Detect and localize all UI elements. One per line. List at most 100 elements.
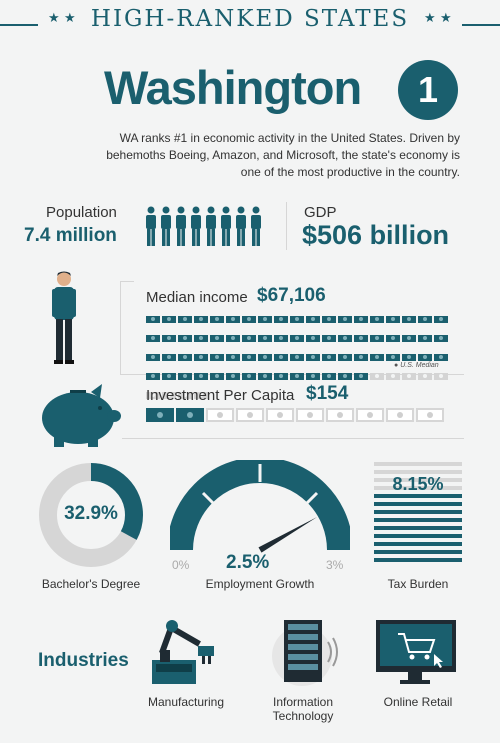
vertical-divider	[286, 202, 287, 250]
robot-arm-icon	[152, 620, 214, 684]
investment-value: $154	[306, 383, 349, 404]
bill-icon	[274, 316, 288, 323]
tax-bar-line	[374, 478, 462, 482]
tax-bar-line	[374, 486, 462, 490]
bill-icon	[194, 392, 208, 399]
us-median-marker-icon: ●	[394, 362, 399, 369]
person-icon	[161, 206, 171, 246]
bill-icon	[354, 354, 368, 361]
bill-icon	[210, 373, 224, 380]
bill-icon	[418, 373, 432, 380]
person-icon	[146, 206, 156, 246]
bill-icon	[322, 335, 336, 342]
bill-icon	[354, 373, 368, 380]
bill-icon	[434, 373, 448, 380]
state-name: Washington	[104, 61, 362, 114]
median-income-bill-grid	[146, 316, 464, 411]
star-icon: ★	[48, 11, 60, 26]
bill-icon	[210, 335, 224, 342]
bill-icon	[386, 354, 400, 361]
bill-icon	[290, 335, 304, 342]
bill-icon	[370, 354, 384, 361]
bill-icon	[178, 373, 192, 380]
banner-title: HIGH-RANKED STATES	[90, 6, 410, 32]
investment-label: Investment Per Capita	[146, 387, 295, 404]
banner-rule-right	[462, 24, 500, 26]
bill-icon	[236, 408, 264, 422]
person-icon	[221, 206, 231, 246]
bill-icon	[322, 354, 336, 361]
person-icon	[236, 206, 246, 246]
bill-icon	[434, 335, 448, 342]
gauge-max-label: 3%	[326, 558, 344, 572]
person-icon	[176, 206, 186, 246]
bill-icon	[338, 373, 352, 380]
bill-icon	[354, 316, 368, 323]
bill-icon	[306, 373, 320, 380]
tax-bar-line	[374, 462, 462, 466]
bill-icon	[258, 335, 272, 342]
person-icon	[191, 206, 201, 246]
bill-icon	[322, 373, 336, 380]
bill-icon	[226, 335, 240, 342]
bill-icon	[210, 354, 224, 361]
bill-icon	[418, 316, 432, 323]
star-icon: ★	[440, 11, 452, 26]
bill-icon	[194, 354, 208, 361]
bill-icon	[178, 354, 192, 361]
bill-icon	[146, 408, 174, 422]
bill-icon	[210, 316, 224, 323]
bachelors-donut-chart	[39, 463, 143, 567]
bill-icon	[338, 335, 352, 342]
investment-bill-row	[146, 407, 446, 426]
bill-icon	[386, 335, 400, 342]
industry-label-line: Technology	[272, 709, 334, 723]
bill-icon	[356, 408, 384, 422]
bill-icon	[242, 354, 256, 361]
tax-bar-line	[374, 542, 462, 546]
person-figure-icon	[52, 271, 76, 364]
industries-heading: Industries	[38, 650, 129, 671]
bill-icon	[242, 373, 256, 380]
bill-icon	[418, 354, 432, 361]
median-income-label: Median income	[146, 289, 248, 306]
computer-cart-icon	[376, 620, 456, 684]
median-income-value: $67,106	[257, 285, 326, 306]
bill-icon	[178, 392, 192, 399]
bill-icon	[296, 408, 324, 422]
bill-icon	[354, 335, 368, 342]
bracket-top	[120, 281, 134, 282]
bill-icon	[146, 373, 160, 380]
star-icon: ★	[424, 11, 436, 26]
tax-value: 8.15%	[392, 474, 444, 494]
bill-icon	[274, 373, 288, 380]
bill-icon	[338, 354, 352, 361]
bill-icon	[194, 335, 208, 342]
person-icon	[251, 206, 261, 246]
tax-bar-line	[374, 518, 462, 522]
rank-badge: 1	[398, 60, 458, 120]
bill-icon	[258, 354, 272, 361]
bracket-vertical	[120, 281, 121, 375]
person-icon	[206, 206, 216, 246]
industry-label-online-retail: Online Retail	[383, 695, 453, 709]
bill-icon	[386, 316, 400, 323]
bill-icon	[162, 354, 176, 361]
tax-bar-line	[374, 470, 462, 474]
bill-icon	[290, 354, 304, 361]
bill-icon	[306, 354, 320, 361]
bachelors-label: Bachelor's Degree	[41, 577, 141, 591]
bill-icon	[194, 316, 208, 323]
state-description: WA ranks #1 in economic activity in the …	[106, 131, 460, 179]
bachelors-value: 32.9%	[64, 503, 118, 524]
bill-icon	[226, 316, 240, 323]
bill-icon	[326, 408, 354, 422]
bill-icon	[146, 354, 160, 361]
bill-icon	[290, 373, 304, 380]
bill-icon	[242, 316, 256, 323]
gdp-value: $506 billion	[302, 220, 450, 250]
banner-rule-left	[0, 24, 38, 26]
bill-icon	[178, 316, 192, 323]
bill-icon	[306, 335, 320, 342]
bill-icon	[402, 335, 416, 342]
